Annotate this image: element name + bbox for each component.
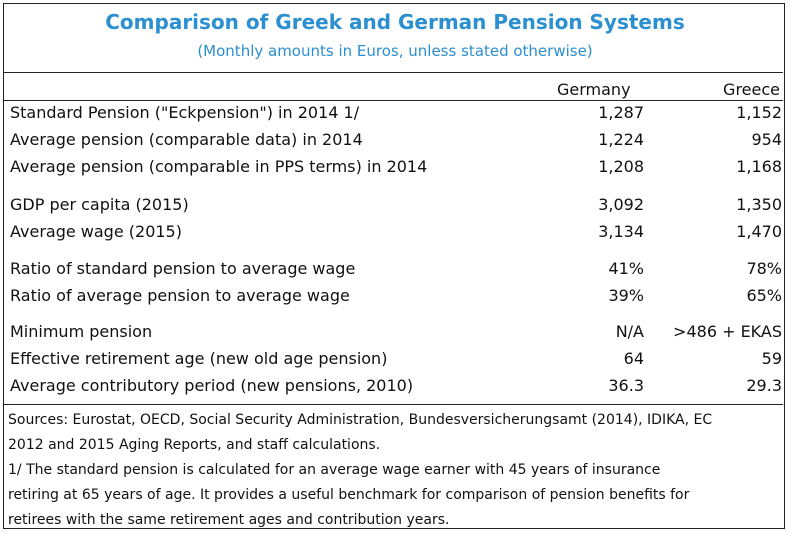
note-line: retirees with the same retirement ages a…	[8, 512, 450, 528]
greece-value: 1,152	[736, 103, 782, 122]
sources-notes: Sources: Eurostat, OECD, Social Security…	[8, 408, 780, 533]
table-row: Average contributory period (new pension…	[10, 376, 782, 402]
table-row: Average pension (comparable in PPS terms…	[10, 157, 782, 183]
germany-value: 39%	[608, 286, 644, 305]
row-label: Minimum pension	[10, 322, 153, 341]
row-label: Average pension (comparable in PPS terms…	[10, 157, 428, 176]
note-line: Sources: Eurostat, OECD, Social Security…	[8, 412, 713, 428]
table-row: Average wage (2015) 3,134 1,470	[10, 222, 782, 248]
table-row: GDP per capita (2015) 3,092 1,350	[10, 195, 782, 221]
germany-value: N/A	[615, 322, 644, 341]
germany-value: 1,287	[598, 103, 644, 122]
greece-value: 78%	[746, 259, 782, 278]
row-label: Average wage (2015)	[10, 222, 182, 241]
germany-value: 41%	[608, 259, 644, 278]
germany-value: 3,092	[598, 195, 644, 214]
note-line: 1/ The standard pension is calculated fo…	[8, 462, 661, 478]
row-label: Average contributory period (new pension…	[10, 376, 414, 395]
row-label: Standard Pension ("Eckpension") in 2014 …	[10, 103, 360, 122]
germany-value: 1,208	[598, 157, 644, 176]
row-label: Ratio of standard pension to average wag…	[10, 259, 356, 278]
table-row: Standard Pension ("Eckpension") in 2014 …	[10, 103, 782, 129]
column-header-divider	[4, 100, 783, 101]
table-row: Average pension (comparable data) in 201…	[10, 130, 782, 156]
row-label: Effective retirement age (new old age pe…	[10, 349, 388, 368]
row-label: Ratio of average pension to average wage	[10, 286, 350, 305]
greece-value: 65%	[746, 286, 782, 305]
table-row: Effective retirement age (new old age pe…	[10, 349, 782, 375]
column-header-greece: Greece	[723, 80, 780, 99]
greece-value: 1,470	[736, 222, 782, 241]
table-row: Ratio of average pension to average wage…	[10, 286, 782, 312]
germany-value: 36.3	[608, 376, 644, 395]
pension-comparison-table: Comparison of Greek and German Pension S…	[3, 3, 785, 529]
header-divider	[4, 72, 783, 73]
greece-value: 1,168	[736, 157, 782, 176]
note-line: 2012 and 2015 Aging Reports, and staff c…	[8, 437, 381, 453]
greece-value: 59	[761, 349, 782, 368]
row-label: Average pension (comparable data) in 201…	[10, 130, 363, 149]
germany-value: 64	[623, 349, 644, 368]
germany-value: 3,134	[598, 222, 644, 241]
greece-value: 954	[751, 130, 782, 149]
greece-value: 29.3	[746, 376, 782, 395]
greece-value: >486 + EKAS	[673, 322, 782, 341]
greece-value: 1,350	[736, 195, 782, 214]
table-row: Minimum pension N/A >486 + EKAS	[10, 322, 782, 348]
table-subtitle: (Monthly amounts in Euros, unless stated…	[197, 42, 593, 60]
column-header-germany: Germany	[557, 80, 631, 99]
germany-value: 1,224	[598, 130, 644, 149]
table-title: Comparison of Greek and German Pension S…	[105, 10, 685, 34]
notes-divider	[4, 404, 783, 405]
table-row: Ratio of standard pension to average wag…	[10, 259, 782, 285]
note-line: retiring at 65 years of age. It provides…	[8, 487, 690, 503]
row-label: GDP per capita (2015)	[10, 195, 189, 214]
